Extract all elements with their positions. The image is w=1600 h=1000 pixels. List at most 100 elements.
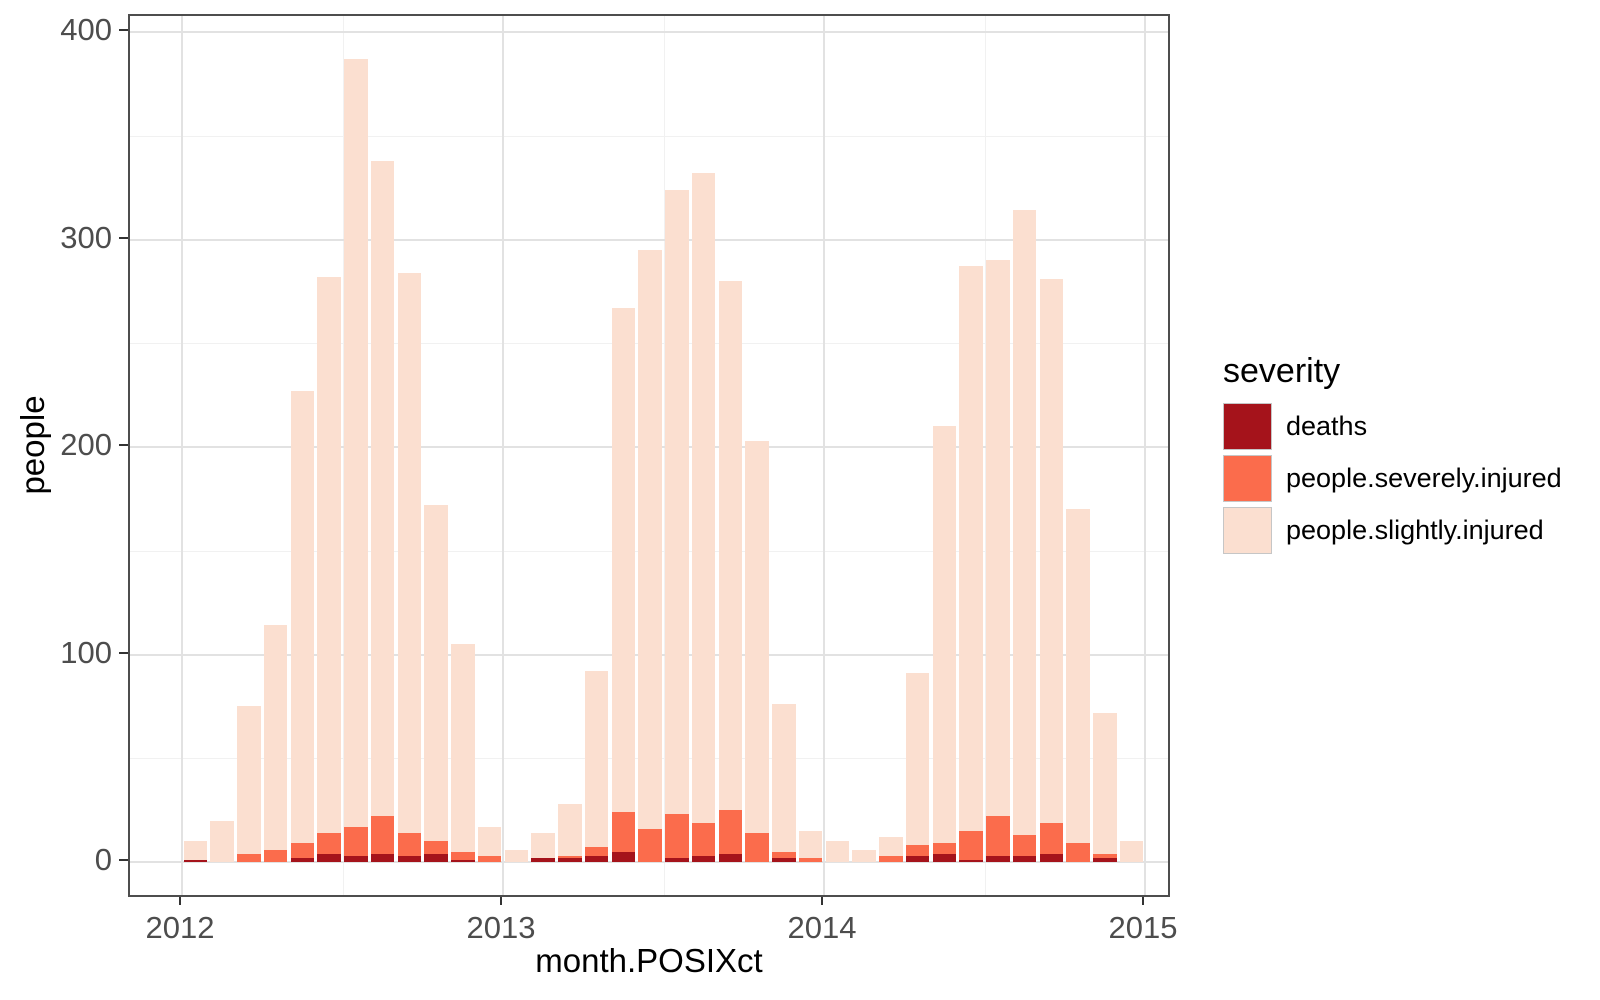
bar-segment-people.slightly.injured-2012-08	[370, 160, 395, 817]
bar-segment-people.severely.injured-2012-07	[344, 826, 368, 856]
x-tick-label: 2015	[1108, 910, 1178, 945]
bar-segment-people.slightly.injured-2014-09	[1039, 278, 1064, 823]
bar-segment-people.slightly.injured-2012-10	[424, 505, 448, 842]
bar-segment-people.severely.injured-2013-03	[558, 855, 582, 858]
gridline-minor-vertical	[984, 16, 986, 895]
bar-segment-people.severely.injured-2014-11	[1093, 853, 1117, 858]
bar-segment-deaths-2014-08	[1012, 855, 1037, 862]
bar-segment-people.slightly.injured-2014-11	[1093, 712, 1117, 854]
bar-segment-people.severely.injured-2013-09	[718, 810, 743, 854]
bar-segment-people.slightly.injured-2013-09	[718, 281, 743, 811]
legend-swatch-people.severely.injured	[1223, 455, 1272, 502]
legend-entry-people.severely.injured: people.severely.injured	[1223, 455, 1562, 502]
bar-segment-deaths-2014-06	[959, 859, 983, 862]
bar-segment-people.slightly.injured-2013-02	[531, 832, 555, 858]
bar-segment-people.slightly.injured-2013-11	[772, 704, 796, 852]
bar-segment-people.severely.injured-2012-09	[397, 832, 422, 856]
bar-segment-people.severely.injured-2014-05	[932, 843, 957, 854]
bar-segment-deaths-2012-11	[451, 859, 475, 862]
bar-segment-people.slightly.injured-2013-04	[584, 671, 609, 848]
bar-segment-people.slightly.injured-2012-06	[317, 276, 341, 833]
legend-swatch-deaths	[1223, 403, 1272, 450]
bar-segment-people.slightly.injured-2013-03	[558, 803, 582, 856]
gridline-major-horizontal	[130, 861, 1168, 863]
bar-segment-people.slightly.injured-2014-08	[1012, 210, 1037, 835]
gridline-major-horizontal	[130, 31, 1168, 33]
bar-segment-people.slightly.injured-2013-05	[611, 307, 636, 813]
bar-segment-deaths-2014-11	[1093, 857, 1117, 862]
y-tick-mark	[119, 29, 128, 31]
bar-segment-deaths-2013-04	[584, 855, 609, 862]
bar-segment-deaths-2012-10	[424, 853, 448, 862]
bar-segment-deaths-2014-05	[932, 853, 957, 862]
x-tick-mark	[1142, 897, 1144, 905]
bar-segment-deaths-2014-09	[1039, 853, 1064, 862]
legend: severity deaths people.severely.injured pe…	[1223, 352, 1562, 559]
bar-segment-people.slightly.injured-2012-11	[451, 644, 475, 852]
bar-segment-people.severely.injured-2013-10	[745, 832, 769, 862]
bar-segment-people.slightly.injured-2012-05	[290, 390, 315, 844]
bar-segment-people.slightly.injured-2012-04	[263, 625, 288, 850]
bar-segment-people.slightly.injured-2014-12	[1119, 841, 1144, 862]
bar-segment-people.slightly.injured-2013-12	[798, 830, 823, 858]
bar-segment-people.slightly.injured-2014-01	[825, 841, 850, 862]
gridline-major-horizontal	[130, 238, 1168, 241]
gridline-major-vertical	[502, 16, 504, 895]
bar-segment-people.severely.injured-2014-03	[879, 855, 903, 862]
bar-segment-people.slightly.injured-2013-10	[745, 440, 769, 833]
bar-segment-deaths-2012-05	[290, 857, 315, 862]
bar-segment-deaths-2012-06	[317, 853, 341, 862]
bar-segment-people.slightly.injured-2014-07	[986, 260, 1010, 817]
bar-segment-people.severely.injured-2014-07	[986, 816, 1010, 856]
bar-segment-deaths-2012-01	[183, 859, 208, 862]
y-tick-mark	[119, 236, 128, 239]
bar-segment-people.slightly.injured-2012-09	[397, 272, 422, 833]
legend-entry-people.slightly.injured: people.slightly.injured	[1223, 507, 1562, 554]
y-tick-label: 400	[60, 12, 112, 47]
bar-segment-deaths-2013-03	[558, 857, 582, 862]
bar-segment-deaths-2013-05	[611, 851, 636, 862]
bar-segment-people.severely.injured-2014-09	[1039, 822, 1064, 854]
legend-title: severity	[1223, 352, 1341, 390]
bar-segment-deaths-2012-08	[370, 853, 395, 862]
gridline-major-vertical	[1144, 16, 1146, 895]
bar-segment-deaths-2012-09	[397, 855, 422, 862]
x-tick-label: 2013	[466, 910, 536, 945]
bar-segment-people.slightly.injured-2014-03	[879, 837, 903, 856]
y-tick-mark	[119, 651, 128, 654]
plot-panel	[128, 14, 1170, 897]
bar-segment-people.severely.injured-2014-04	[905, 845, 930, 856]
bar-segment-people.severely.injured-2012-04	[263, 849, 288, 862]
bar-segment-people.slightly.injured-2012-01	[183, 841, 208, 860]
bar-segment-deaths-2013-02	[531, 857, 555, 862]
gridline-minor-vertical	[663, 16, 665, 895]
x-tick-mark	[500, 897, 502, 905]
bar-segment-deaths-2013-08	[691, 855, 716, 862]
bar-segment-people.slightly.injured-2014-04	[905, 673, 930, 846]
gridline-major-vertical	[823, 16, 825, 895]
bar-segment-people.severely.injured-2012-10	[424, 841, 448, 854]
bar-segment-deaths-2014-07	[986, 855, 1010, 862]
bar-segment-people.slightly.injured-2014-05	[932, 426, 957, 844]
bar-segment-deaths-2013-11	[772, 857, 796, 862]
bar-segment-people.severely.injured-2012-12	[477, 855, 502, 862]
bar-segment-people.slightly.injured-2014-06	[959, 266, 983, 831]
legend-entries: deaths people.severely.injured people.slig…	[1223, 403, 1562, 554]
legend-label-people.slightly.injured: people.slightly.injured	[1286, 515, 1544, 545]
bar-segment-people.severely.injured-2014-10	[1066, 843, 1090, 862]
gridline-minor-horizontal	[130, 135, 1168, 137]
y-tick-label: 300	[60, 219, 112, 255]
bar-segment-people.severely.injured-2014-06	[959, 830, 983, 860]
bar-segment-people.slightly.injured-2012-12	[477, 826, 502, 856]
x-axis-title: month.POSIXct	[535, 942, 763, 979]
bar-segment-people.slightly.injured-2012-07	[344, 58, 368, 827]
bar-segment-people.severely.injured-2013-05	[611, 812, 636, 852]
bar-segment-deaths-2013-07	[665, 857, 689, 862]
bar-segment-people.severely.injured-2012-06	[317, 832, 341, 854]
x-tick-mark	[179, 897, 181, 905]
bar-segment-deaths-2012-07	[344, 855, 368, 862]
legend-label-deaths: deaths	[1286, 411, 1368, 441]
bar-segment-people.slightly.injured-2014-10	[1066, 509, 1090, 844]
bar-segment-people.severely.injured-2012-11	[451, 851, 475, 860]
